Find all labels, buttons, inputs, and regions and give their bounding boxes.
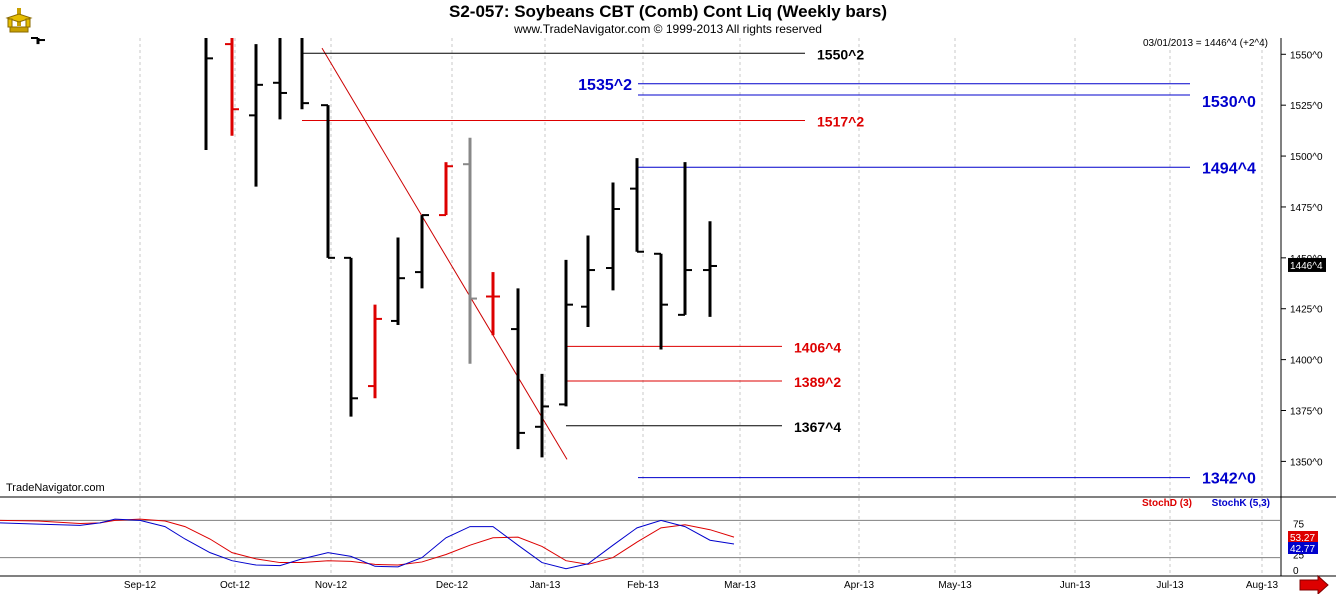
price-tick-label: 1475^0: [1290, 203, 1323, 214]
trade-navigator-logo-icon[interactable]: [4, 6, 34, 36]
trend-line[interactable]: [321, 47, 568, 460]
stoch-tick-label: 25: [1293, 551, 1305, 562]
time-axis-label: Oct-12: [220, 580, 250, 591]
last-price-box: [1288, 257, 1326, 272]
date-value-readout: 03/01/2013 = 1446^4 (+2^4): [1143, 38, 1268, 49]
price-tick-label: 1350^0: [1290, 457, 1323, 468]
last-price-label: 1446^4: [1290, 261, 1323, 272]
price-tick-label: 1425^0: [1290, 305, 1323, 316]
stoch-k-legend: StochK (5,3): [1212, 498, 1270, 509]
time-axis-label: Sep-12: [124, 580, 157, 591]
stoch-d-legend: StochD (3): [1142, 498, 1192, 509]
price-tick-label: 1550^0: [1290, 50, 1323, 61]
stochastic-plot-area: [0, 498, 1281, 576]
price-tick-label: 1375^0: [1290, 407, 1323, 418]
time-axis-label: Nov-12: [315, 580, 348, 591]
time-axis-label: Feb-13: [627, 580, 659, 591]
time-axis-label: Jan-13: [530, 580, 561, 591]
price-level-label: 1550^2: [817, 46, 864, 62]
time-axis-label: May-13: [938, 580, 972, 591]
stoch-k-value: 42.77: [1290, 544, 1315, 555]
time-axis-label: Jul-13: [1156, 580, 1184, 591]
price-plot-area: [0, 38, 1281, 496]
chart-header: S2-057: Soybeans CBT (Comb) Cont Liq (We…: [0, 0, 1336, 38]
price-level-label: 1517^2: [817, 113, 864, 129]
watermark-text: TradeNavigator.com: [6, 482, 105, 494]
time-axis-label: Apr-13: [844, 580, 874, 591]
time-axis-label: Aug-13: [1246, 580, 1279, 591]
chart-title: S2-057: Soybeans CBT (Comb) Cont Liq (We…: [449, 2, 887, 21]
price-level-label: 1406^4: [794, 339, 841, 355]
price-tick-label: 1500^0: [1290, 152, 1323, 163]
price-level-label: 1535^2: [578, 77, 632, 94]
stoch-k-value-box: [1288, 542, 1318, 554]
price-level-label: 1367^4: [794, 419, 841, 435]
time-axis-label: Jun-13: [1060, 580, 1091, 591]
price-level-label: 1389^2: [794, 374, 841, 390]
stoch-tick-label: 75: [1293, 520, 1305, 531]
stoch-d-value: 53.27: [1290, 533, 1315, 544]
price-level-label: 1494^4: [1202, 160, 1256, 177]
stoch-d-value-box: [1288, 531, 1318, 543]
stoch-k-line: [0, 518, 735, 570]
price-level-label: 1530^0: [1202, 94, 1256, 111]
time-axis-label: Dec-12: [436, 580, 469, 591]
price-tick-label: 1400^0: [1290, 356, 1323, 367]
price-tick-label: 1525^0: [1290, 101, 1323, 112]
time-axis-label: Mar-13: [724, 580, 756, 591]
stoch-tick-label: 0: [1293, 566, 1299, 577]
copyright-text: www.TradeNavigator.com © 1999-2013 All r…: [514, 22, 822, 36]
price-level-label: 1342^0: [1202, 471, 1256, 488]
scroll-right-arrow-icon[interactable]: [1299, 574, 1329, 594]
stoch-d-line: [0, 518, 735, 566]
